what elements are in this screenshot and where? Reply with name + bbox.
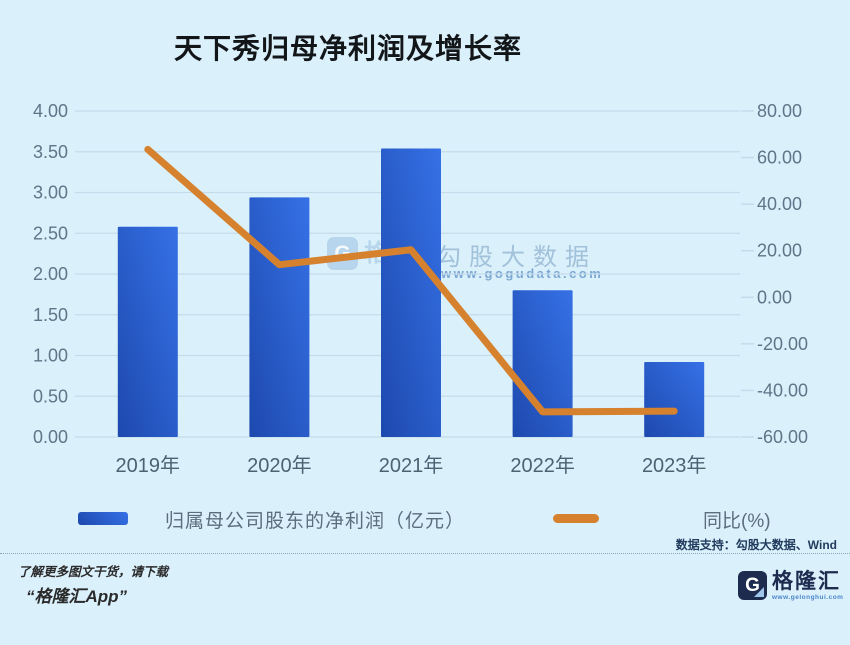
legend-bar-label: 归属母公司股东的净利润（亿元）: [165, 511, 466, 532]
y-left-tick-label: 1.50: [33, 305, 68, 325]
y-right-tick-label: -20.00: [757, 334, 808, 354]
y-left-tick-label: 0.50: [33, 386, 68, 406]
y-right-tick-label: 20.00: [757, 241, 802, 261]
gelonghui-logo-url: www.gelonghui.com: [772, 594, 844, 601]
footer-promo-text: 了解更多图文干货，请下载: [18, 565, 169, 579]
gelonghui-logo-text: 格隆汇: [772, 570, 841, 593]
y-left-tick-label: 2.50: [33, 223, 68, 243]
gelonghui-logo-right: 格隆汇 www.gelonghui.com: [772, 570, 844, 602]
bar-2020年: [249, 197, 310, 437]
bar-2022年: [512, 290, 573, 437]
gelonghui-logo-arrow-icon: [754, 587, 764, 597]
y-left-tick-label: 2.00: [33, 264, 68, 284]
y-right-tick-label: -40.00: [757, 380, 808, 400]
bar-2021年: [381, 148, 441, 438]
gelonghui-logo-icon: G: [738, 571, 767, 600]
watermark-brand-text: 勾股大数据: [437, 244, 597, 271]
y-left-tick-label: 0.00: [33, 427, 68, 447]
x-axis-label: 2020年: [247, 454, 312, 477]
growth-line: [144, 145, 678, 416]
data-support-credit: 数据支持：勾股大数据、Wind: [675, 538, 837, 552]
legend-line-label: 同比(%): [703, 511, 771, 532]
y-left-tick-label: 3.50: [33, 142, 68, 162]
dotted-separator: [0, 553, 850, 554]
y-right-tick-label: 60.00: [757, 148, 802, 168]
y-left-tick-label: 3.00: [33, 183, 68, 203]
y-right-tick-label: 0.00: [757, 287, 792, 307]
y-left-tick-label: 1.00: [33, 346, 68, 366]
legend-bar-swatch: [78, 512, 128, 525]
footer-app-name: “格隆汇App”: [26, 587, 128, 606]
chart-title: 天下秀归母净利润及增长率: [174, 33, 523, 64]
bar-2019年: [117, 226, 178, 437]
x-axis-label: 2023年: [642, 454, 707, 477]
gelonghui-logo: G 格隆汇 www.gelonghui.com: [738, 571, 843, 601]
y-right-tick-label: 80.00: [757, 101, 802, 121]
y-right-tick-label: -60.00: [757, 427, 808, 447]
x-axis-label: 2019年: [116, 454, 181, 477]
bar-2023年: [644, 362, 705, 437]
x-axis-label: 2022年: [510, 454, 575, 477]
x-axis-label: 2021年: [379, 454, 444, 477]
legend-line-swatch: [553, 514, 599, 523]
y-right-tick-label: 40.00: [757, 194, 802, 214]
y-left-tick-label: 4.00: [33, 101, 68, 121]
